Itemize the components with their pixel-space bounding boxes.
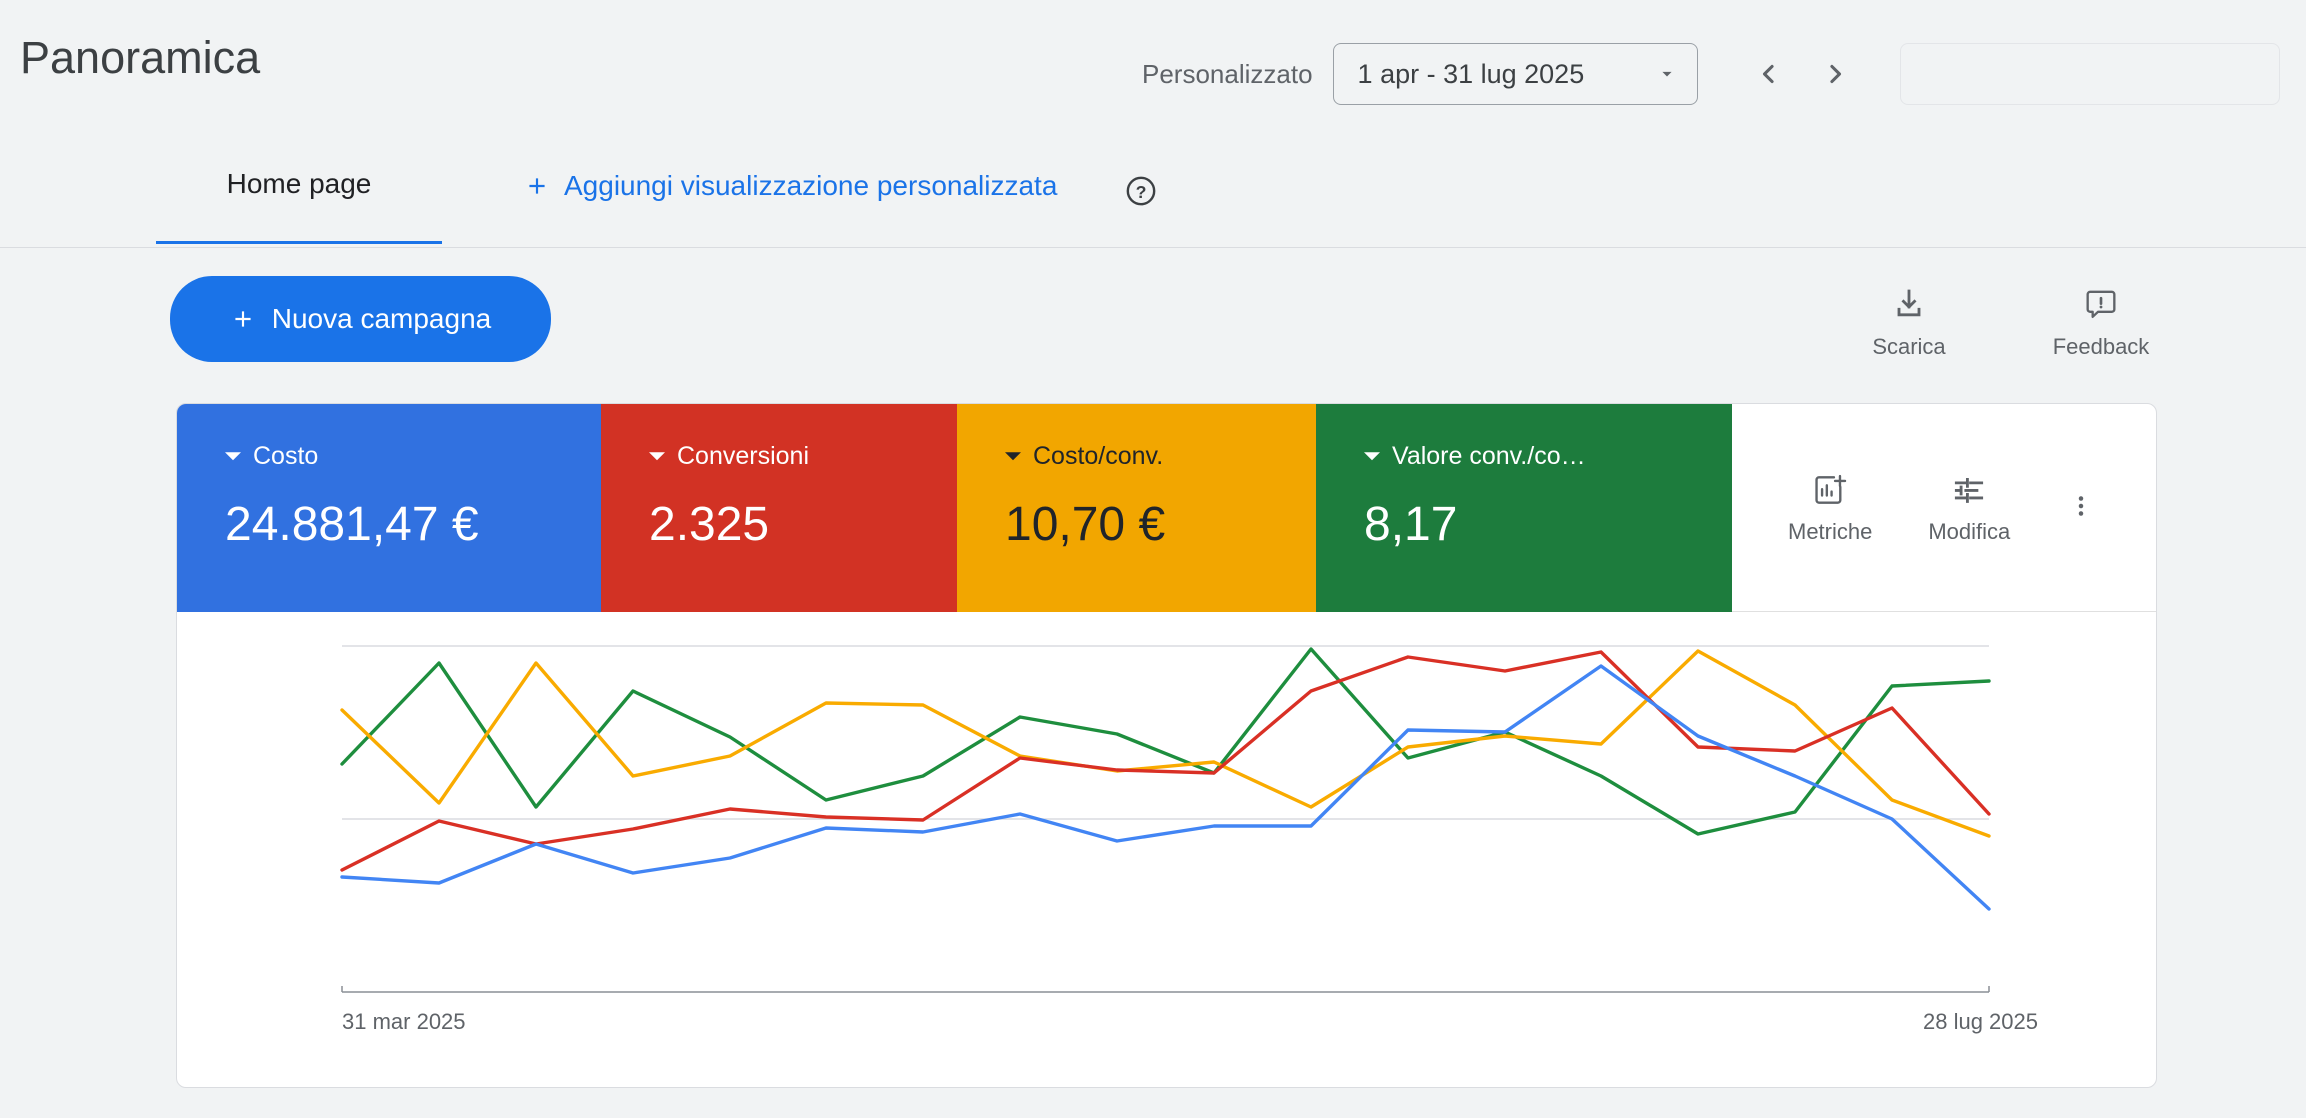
svg-text:?: ? [1136,182,1147,202]
